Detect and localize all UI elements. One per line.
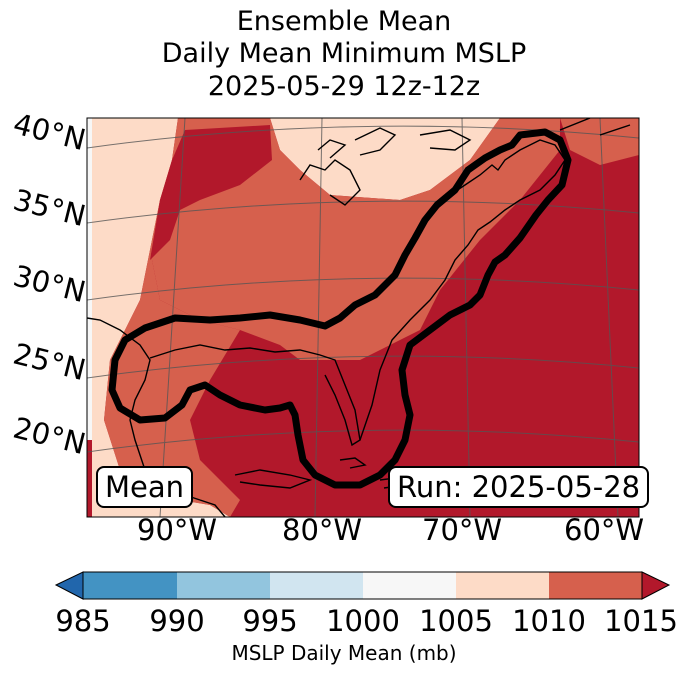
colorbar-segment-990 xyxy=(177,572,270,599)
run-label: Run: 2025-05-28 xyxy=(388,466,650,508)
lon-label-70w: 70°W xyxy=(422,513,503,547)
lon-label-60w: 60°W xyxy=(564,513,645,547)
colorbar-tick-990: 990 xyxy=(149,604,205,638)
lon-label-80w: 80°W xyxy=(282,513,363,547)
lon-label-90w: 90°W xyxy=(137,513,218,547)
colorbar-segment-1010 xyxy=(549,572,642,599)
colorbar-tick-995: 995 xyxy=(242,604,298,638)
colorbar-segment-1000 xyxy=(363,572,456,599)
title-line-2: Daily Mean Minimum MSLP xyxy=(161,38,527,69)
colorbar-extend-low xyxy=(54,571,84,600)
colorbar-tick-1000: 1000 xyxy=(326,604,400,638)
title-line-3: 2025-05-29 12z-12z xyxy=(207,71,481,102)
region-western-edge xyxy=(87,118,92,440)
colorbar-label: MSLP Daily Mean (mb) xyxy=(231,641,457,665)
region-northeast-band xyxy=(560,118,639,165)
region-interior-band xyxy=(150,118,560,360)
colorbar-tick-1015: 1015 xyxy=(604,604,678,638)
colorbar-segment-995 xyxy=(270,572,363,599)
colorbar xyxy=(54,571,671,600)
colorbar-extend-high xyxy=(641,571,671,600)
colorbar-tick-1005: 1005 xyxy=(419,604,493,638)
map-frame xyxy=(86,117,640,518)
colorbar-segment-1005 xyxy=(456,572,549,599)
colorbar-tick-985: 985 xyxy=(55,604,111,638)
region-north-pale xyxy=(270,118,500,200)
region-inner-dark xyxy=(150,125,272,260)
mean-label: Mean xyxy=(96,466,194,508)
title-line-1: Ensemble Mean xyxy=(236,6,452,37)
colorbar-frame xyxy=(82,571,643,600)
colorbar-segment-985 xyxy=(83,572,177,599)
colorbar-tick-1010: 1010 xyxy=(512,604,586,638)
contour-outline xyxy=(108,128,572,489)
